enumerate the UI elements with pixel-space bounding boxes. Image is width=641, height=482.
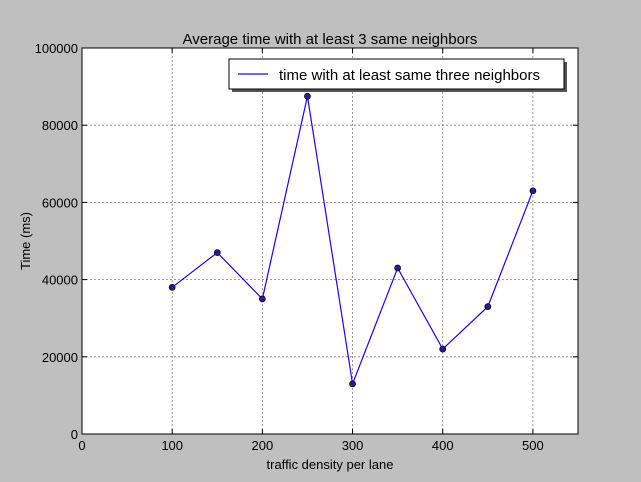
legend: time with at least same three neighbors xyxy=(228,58,567,92)
data-point xyxy=(394,264,401,272)
y-axis-label: Time (ms) xyxy=(18,212,33,270)
data-point xyxy=(259,295,266,303)
x-tick-label: 300 xyxy=(342,438,364,453)
x-axis-label: traffic density per lane xyxy=(267,457,394,472)
x-tick-label: 200 xyxy=(252,438,274,453)
legend-entry-label: time with at least same three neighbors xyxy=(279,67,540,84)
data-point xyxy=(484,303,492,310)
y-tick-label: 80000 xyxy=(42,118,78,133)
chart-title: Average time with at least 3 same neighb… xyxy=(183,31,478,48)
x-tick-label: 500 xyxy=(522,438,544,453)
data-point xyxy=(213,249,221,256)
data-point xyxy=(168,283,176,291)
y-tick-label: 100000 xyxy=(35,41,78,56)
data-point xyxy=(529,187,537,195)
y-tick-label: 0 xyxy=(71,427,78,442)
axes-frame xyxy=(81,47,579,435)
y-tick-label: 20000 xyxy=(42,350,78,365)
y-tick-label: 60000 xyxy=(42,195,78,210)
grid-lines xyxy=(82,48,578,434)
x-tick-label: 100 xyxy=(161,438,183,453)
x-tick-label: 0 xyxy=(78,438,85,453)
data-point xyxy=(349,380,356,388)
legend-box xyxy=(228,58,565,90)
axis-ticks: 0 100 200 300 400 500 0 20000 40000 60000 80000 100… xyxy=(35,41,578,453)
data-point xyxy=(439,345,447,353)
series-layer xyxy=(168,92,537,388)
x-tick-label: 400 xyxy=(432,438,454,453)
y-tick-label: 40000 xyxy=(42,273,78,288)
data-point xyxy=(304,92,311,100)
